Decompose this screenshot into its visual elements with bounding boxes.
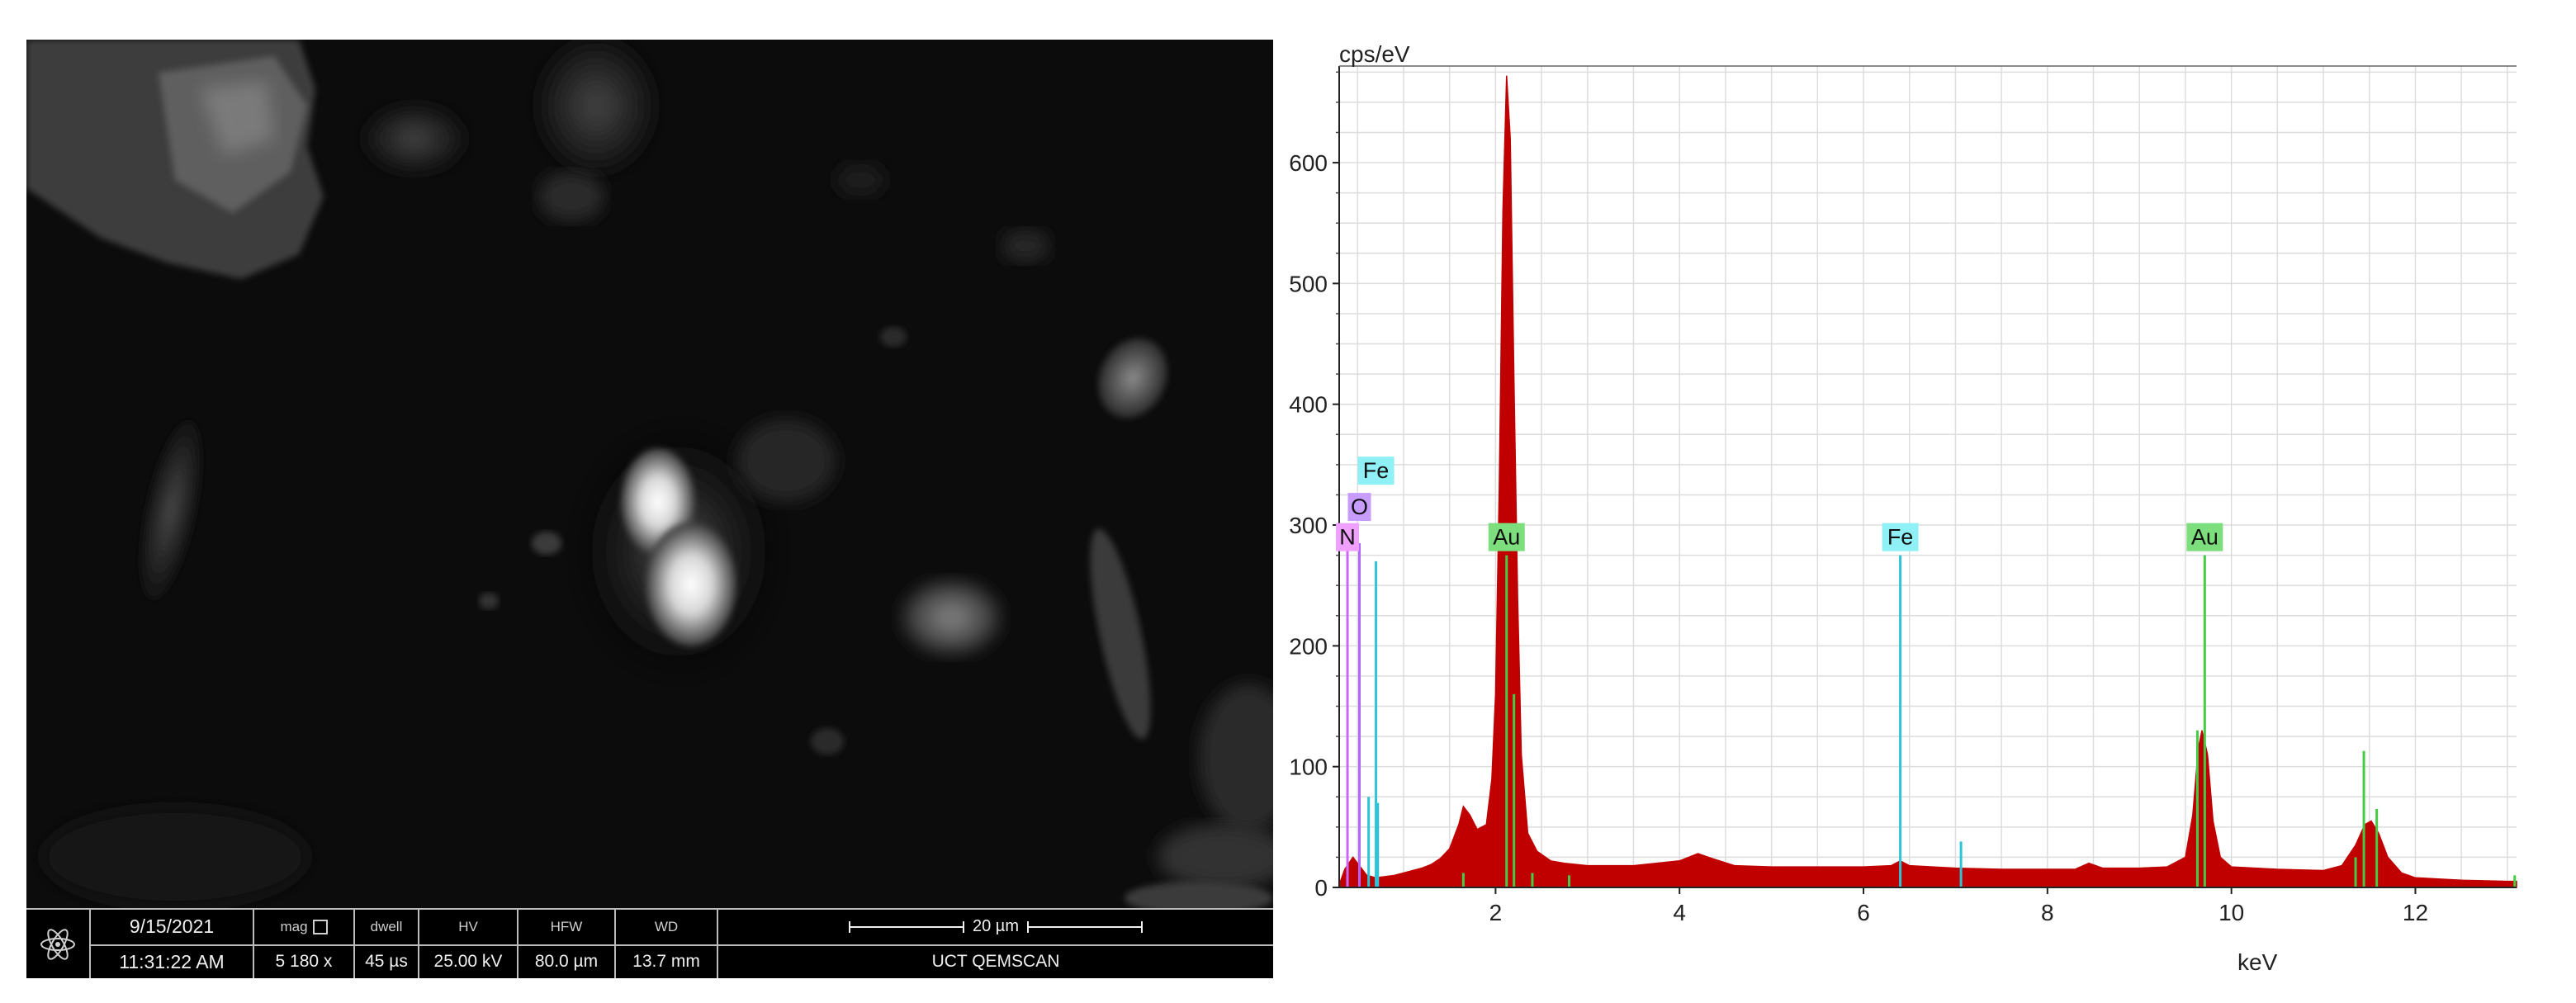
peak-tag-box-fe-0 bbox=[1357, 457, 1395, 485]
hfw-label: HFW bbox=[550, 918, 583, 934]
atom-logo-icon bbox=[40, 928, 75, 960]
x-tick-label-4: 4 bbox=[1673, 900, 1686, 925]
y-tick-label-500: 500 bbox=[1289, 271, 1328, 296]
peak-tag-label-fe-4: Fe bbox=[1887, 525, 1914, 550]
sem-micrograph bbox=[26, 40, 1273, 908]
y-tick-label-200: 200 bbox=[1289, 633, 1328, 659]
peak-tag-label-o-1: O bbox=[1351, 494, 1368, 519]
eds-spectrum-panel: 0 100 200 300 400 500 600 2 4 6 8 10 12 Fe O N Au Fe Au c… bbox=[1271, 25, 2576, 1003]
databar-datetime-cell: 9/15/2021 11:31:22 AM bbox=[91, 910, 254, 978]
y-tick-label-400: 400 bbox=[1289, 392, 1328, 418]
acquisition-time: 11:31:22 AM bbox=[119, 950, 225, 972]
peak-tag-label-au-3: Au bbox=[1493, 525, 1520, 550]
peak-tag-box-o-1 bbox=[1347, 493, 1371, 522]
peak-tag-label-au-5: Au bbox=[2191, 525, 2218, 550]
peak-tag-box-au-3 bbox=[1488, 523, 1525, 551]
y-tick-label-0: 0 bbox=[1314, 875, 1328, 901]
databar-scale-cell: 20 µm UCT QEMSCAN bbox=[718, 910, 1273, 978]
scale-bar-line-right bbox=[1027, 920, 1143, 933]
peak-tag-label-n-2: N bbox=[1339, 525, 1356, 550]
plot-background bbox=[1339, 66, 2517, 887]
element-markers-layer bbox=[1346, 542, 2517, 887]
chart-grid bbox=[1339, 66, 2517, 888]
instrument-name: UCT QEMSCAN bbox=[931, 952, 1060, 972]
x-tick-label-2: 2 bbox=[1489, 900, 1503, 925]
spectrum-area-layer bbox=[1338, 75, 2517, 888]
acquisition-date: 9/15/2021 bbox=[129, 915, 215, 938]
peak-tags-layer: Fe ON Au Fe Au bbox=[1336, 457, 2223, 551]
wd-label: WD bbox=[654, 918, 679, 934]
y-tick-label-300: 300 bbox=[1289, 513, 1328, 538]
hv-label: HV bbox=[458, 918, 478, 934]
scale-bar-line-left bbox=[849, 920, 964, 933]
peak-tag-label-fe-0: Fe bbox=[1363, 458, 1390, 483]
chart-axes: 0 100 200 300 400 500 600 2 4 6 8 10 12 bbox=[1289, 65, 2517, 925]
databar-hfw-cell: HFW 80.0 µm bbox=[519, 910, 616, 978]
dwell-value: 45 µs bbox=[365, 952, 408, 972]
peak-tag-box-au-5 bbox=[2186, 523, 2223, 551]
databar-hv-cell: HV 25.00 kV bbox=[419, 910, 519, 978]
hv-value: 25.00 kV bbox=[433, 952, 503, 972]
mag-box-icon bbox=[312, 919, 328, 934]
x-tick-label-6: 6 bbox=[1857, 900, 1870, 925]
scale-bar: 20 µm bbox=[849, 917, 1143, 936]
y-tick-label-100: 100 bbox=[1289, 755, 1328, 780]
databar-dwell-cell: dwell 45 µs bbox=[355, 910, 419, 978]
x-tick-label-12: 12 bbox=[2403, 900, 2428, 925]
spectrum-area bbox=[1338, 75, 2517, 888]
peak-tag-box-n-2 bbox=[1336, 523, 1360, 551]
dwell-label: dwell bbox=[370, 918, 403, 934]
databar-mag-cell: mag 5 180 x bbox=[254, 910, 355, 978]
y-axis-label: cps/eV bbox=[1339, 41, 1410, 67]
x-axis-label: keV bbox=[2237, 949, 2278, 975]
sem-databar: 9/15/2021 11:31:22 AM mag 5 180 x dwell … bbox=[26, 908, 1273, 978]
databar-logo-cell bbox=[26, 910, 91, 978]
eds-spectrum-chart: 0 100 200 300 400 500 600 2 4 6 8 10 12 Fe ON Au Fe Au c… bbox=[1289, 41, 2517, 975]
peak-tag-box-fe-4 bbox=[1882, 523, 1919, 551]
scale-bar-label: 20 µm bbox=[973, 917, 1019, 936]
x-tick-label-8: 8 bbox=[2041, 900, 2054, 925]
y-tick-label-600: 600 bbox=[1289, 150, 1328, 176]
mag-label: mag bbox=[280, 918, 308, 934]
sem-image-panel: 9/15/2021 11:31:22 AM mag 5 180 x dwell … bbox=[26, 40, 1273, 978]
databar-wd-cell: WD 13.7 mm bbox=[616, 910, 718, 978]
mag-value: 5 180 x bbox=[275, 952, 333, 972]
x-tick-label-10: 10 bbox=[2218, 900, 2244, 925]
wd-value: 13.7 mm bbox=[632, 952, 700, 972]
hfw-value: 80.0 µm bbox=[534, 952, 599, 972]
